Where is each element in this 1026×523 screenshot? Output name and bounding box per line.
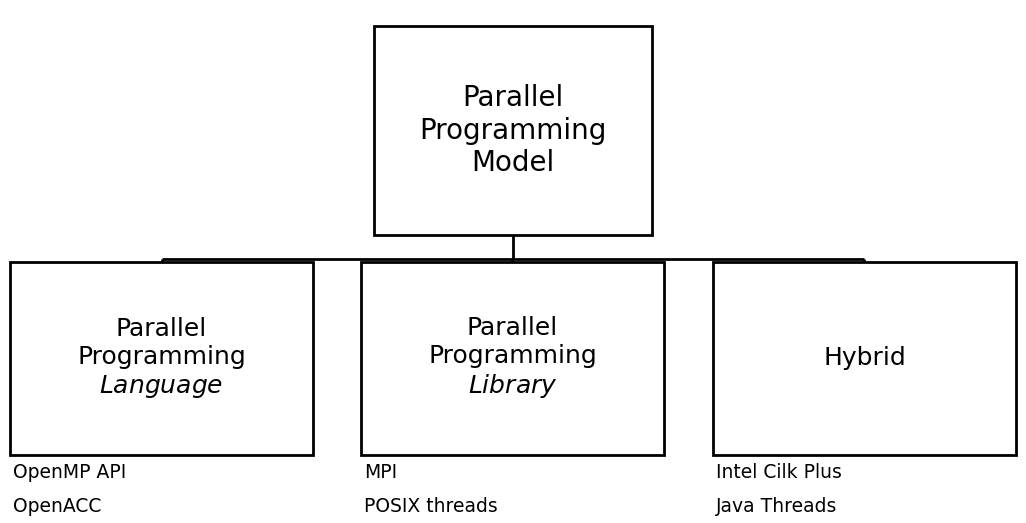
Text: MPI: MPI [364, 463, 397, 482]
Text: OpenACC: OpenACC [13, 497, 102, 516]
Text: POSIX threads: POSIX threads [364, 497, 498, 516]
Text: Parallel
Programming
$\it{Language}$: Parallel Programming $\it{Language}$ [77, 317, 246, 400]
FancyBboxPatch shape [10, 262, 313, 455]
FancyBboxPatch shape [713, 262, 1016, 455]
FancyBboxPatch shape [361, 262, 664, 455]
Text: Java Threads: Java Threads [716, 497, 837, 516]
Text: Parallel
Programming
Model: Parallel Programming Model [420, 84, 606, 177]
Text: OpenMP API: OpenMP API [13, 463, 126, 482]
FancyBboxPatch shape [374, 26, 652, 235]
Text: Hybrid: Hybrid [823, 346, 906, 370]
Text: Intel Cilk Plus: Intel Cilk Plus [716, 463, 842, 482]
Text: Parallel
Programming
$\it{Library}$: Parallel Programming $\it{Library}$ [428, 316, 597, 400]
